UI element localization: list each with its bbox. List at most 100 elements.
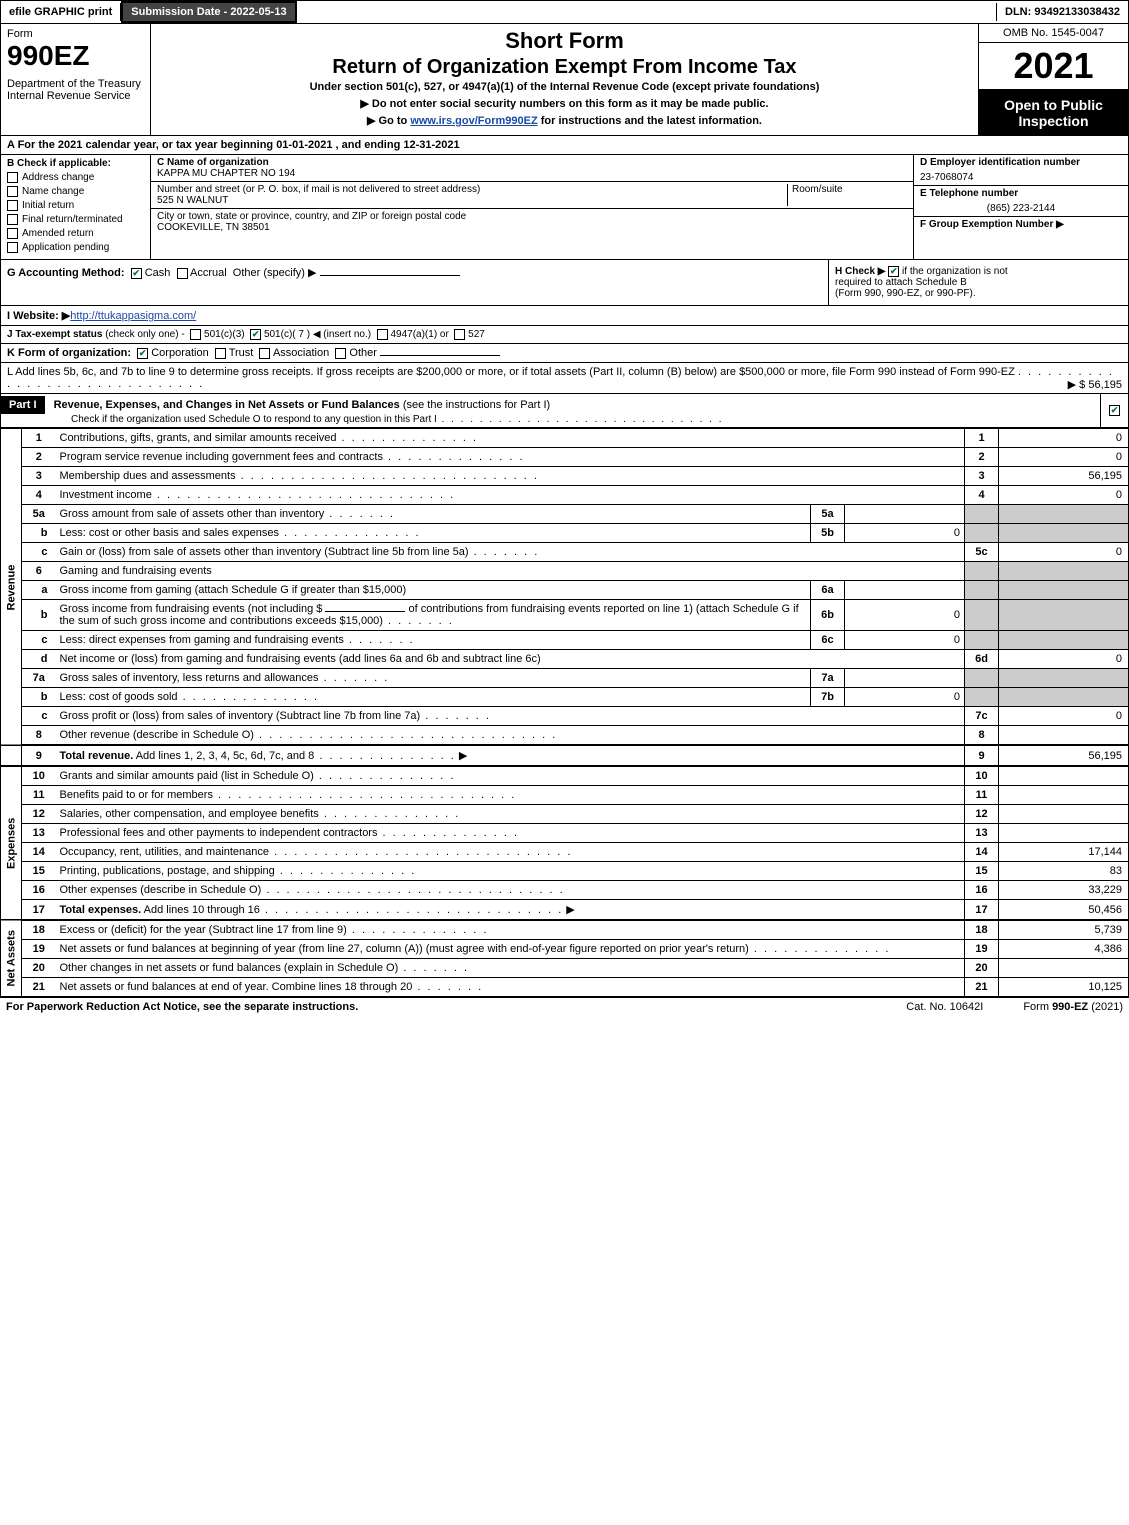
website-link[interactable]: http://ttukappasigma.com/ (70, 310, 196, 322)
l16-val: 33,229 (999, 881, 1129, 900)
h-schedule-b: H Check ▶ if the organization is not req… (828, 260, 1128, 305)
h-text1: if the organization is not (902, 266, 1008, 277)
l6-col-shaded (965, 562, 999, 581)
l6b-desc: Gross income from fundraising events (no… (56, 600, 811, 631)
chk-other-org[interactable] (335, 348, 346, 359)
under-section: Under section 501(c), 527, or 4947(a)(1)… (157, 81, 972, 93)
l5b-mini: 5b (811, 524, 845, 543)
l5a-minival (845, 505, 965, 524)
page-footer: For Paperwork Reduction Act Notice, see … (0, 997, 1129, 1016)
lbl-application-pending: Application pending (22, 242, 109, 253)
l13-desc: Professional fees and other payments to … (60, 827, 378, 839)
l3-col: 3 (965, 467, 999, 486)
chk-trust[interactable] (215, 348, 226, 359)
l6c-col-shaded (965, 631, 999, 650)
l11-col: 11 (965, 786, 999, 805)
line-18: Net Assets 18 Excess or (deficit) for th… (1, 920, 1129, 940)
l6b-num: b (22, 600, 56, 631)
chk-name-change[interactable] (7, 186, 18, 197)
l7c-num: c (22, 707, 56, 726)
row-a-tax-year: A For the 2021 calendar year, or tax yea… (0, 136, 1129, 155)
l7a-val-shaded (999, 669, 1129, 688)
chk-501c3[interactable] (190, 329, 201, 340)
section-bcd: B Check if applicable: Address change Na… (0, 155, 1129, 260)
city-label: City or town, state or province, country… (157, 211, 466, 222)
top-bar: efile GRAPHIC print Submission Date - 20… (0, 0, 1129, 24)
part1-badge: Part I (1, 396, 45, 414)
chk-address-change[interactable] (7, 172, 18, 183)
l7c-val: 0 (999, 707, 1129, 726)
efile-label[interactable]: efile GRAPHIC print (1, 3, 121, 21)
form-header: Form 990EZ Department of the Treasury In… (0, 24, 1129, 136)
chk-cash[interactable] (131, 268, 142, 279)
l6a-col-shaded (965, 581, 999, 600)
irs-link[interactable]: www.irs.gov/Form990EZ (410, 115, 537, 127)
l9-num: 9 (22, 745, 56, 766)
chk-final-return[interactable] (7, 214, 18, 225)
l7a-num: 7a (22, 669, 56, 688)
col-d-ids: D Employer identification number 23-7068… (913, 155, 1128, 259)
l1-num: 1 (22, 429, 56, 448)
l6c-minival: 0 (845, 631, 965, 650)
l9-val: 56,195 (999, 745, 1129, 766)
l7c-desc: Gross profit or (loss) from sales of inv… (60, 710, 421, 722)
ein-value: 23-7068074 (914, 170, 1128, 186)
l6b-col-shaded (965, 600, 999, 631)
l5c-val: 0 (999, 543, 1129, 562)
other-org-blank[interactable] (380, 355, 500, 356)
l9-col: 9 (965, 745, 999, 766)
l2-col: 2 (965, 448, 999, 467)
chk-application-pending[interactable] (7, 242, 18, 253)
l5b-desc: Less: cost or other basis and sales expe… (60, 527, 280, 539)
l10-num: 10 (22, 766, 56, 786)
footer-mid: Cat. No. 10642I (866, 1001, 1023, 1013)
lbl-501c: 501(c)( 7 ) ◀ (insert no.) (264, 329, 371, 340)
l6a-val-shaded (999, 581, 1129, 600)
h-text2: required to attach Schedule B (835, 277, 967, 288)
l2-val: 0 (999, 448, 1129, 467)
l7b-mini: 7b (811, 688, 845, 707)
chk-corporation[interactable] (137, 348, 148, 359)
l16-desc: Other expenses (describe in Schedule O) (60, 884, 262, 896)
chk-527[interactable] (454, 329, 465, 340)
line-5b: b Less: cost or other basis and sales ex… (1, 524, 1129, 543)
l19-num: 19 (22, 940, 56, 959)
line-6d: d Net income or (loss) from gaming and f… (1, 650, 1129, 669)
l5a-mini: 5a (811, 505, 845, 524)
other-method-blank[interactable] (320, 275, 460, 276)
l12-num: 12 (22, 805, 56, 824)
org-name-value: KAPPA MU CHAPTER NO 194 (157, 168, 295, 179)
phone-value: (865) 223-2144 (914, 201, 1128, 217)
chk-4947[interactable] (377, 329, 388, 340)
chk-association[interactable] (259, 348, 270, 359)
goto-link[interactable]: ▶ Go to www.irs.gov/Form990EZ for instru… (157, 114, 972, 127)
chk-501c[interactable] (250, 329, 261, 340)
form-id-block: Form 990EZ Department of the Treasury In… (1, 24, 151, 135)
l5a-col-shaded (965, 505, 999, 524)
short-form-title: Short Form (157, 28, 972, 54)
lbl-corporation: Corporation (151, 347, 208, 359)
l17-num: 17 (22, 900, 56, 921)
l1-desc: Contributions, gifts, grants, and simila… (60, 432, 337, 444)
department-label: Department of the Treasury Internal Reve… (7, 78, 144, 102)
l15-desc: Printing, publications, postage, and shi… (60, 865, 275, 877)
l11-num: 11 (22, 786, 56, 805)
chk-schedule-o-part1[interactable] (1109, 405, 1120, 416)
j-sub: (check only one) - (105, 329, 184, 340)
line-21: 21 Net assets or fund balances at end of… (1, 978, 1129, 997)
submission-date: Submission Date - 2022-05-13 (121, 1, 296, 23)
l2-desc: Program service revenue including govern… (60, 451, 383, 463)
l18-col: 18 (965, 920, 999, 940)
ssn-warning: ▶ Do not enter social security numbers o… (157, 97, 972, 110)
chk-initial-return[interactable] (7, 200, 18, 211)
lbl-4947: 4947(a)(1) or (390, 329, 448, 340)
l6-val-shaded (999, 562, 1129, 581)
lbl-501c3: 501(c)(3) (204, 329, 245, 340)
line-11: 11 Benefits paid to or for members 11 (1, 786, 1129, 805)
city-row: City or town, state or province, country… (151, 209, 913, 235)
l4-val: 0 (999, 486, 1129, 505)
chk-amended-return[interactable] (7, 228, 18, 239)
chk-accrual[interactable] (177, 268, 188, 279)
chk-schedule-b[interactable] (888, 266, 899, 277)
line-20: 20 Other changes in net assets or fund b… (1, 959, 1129, 978)
